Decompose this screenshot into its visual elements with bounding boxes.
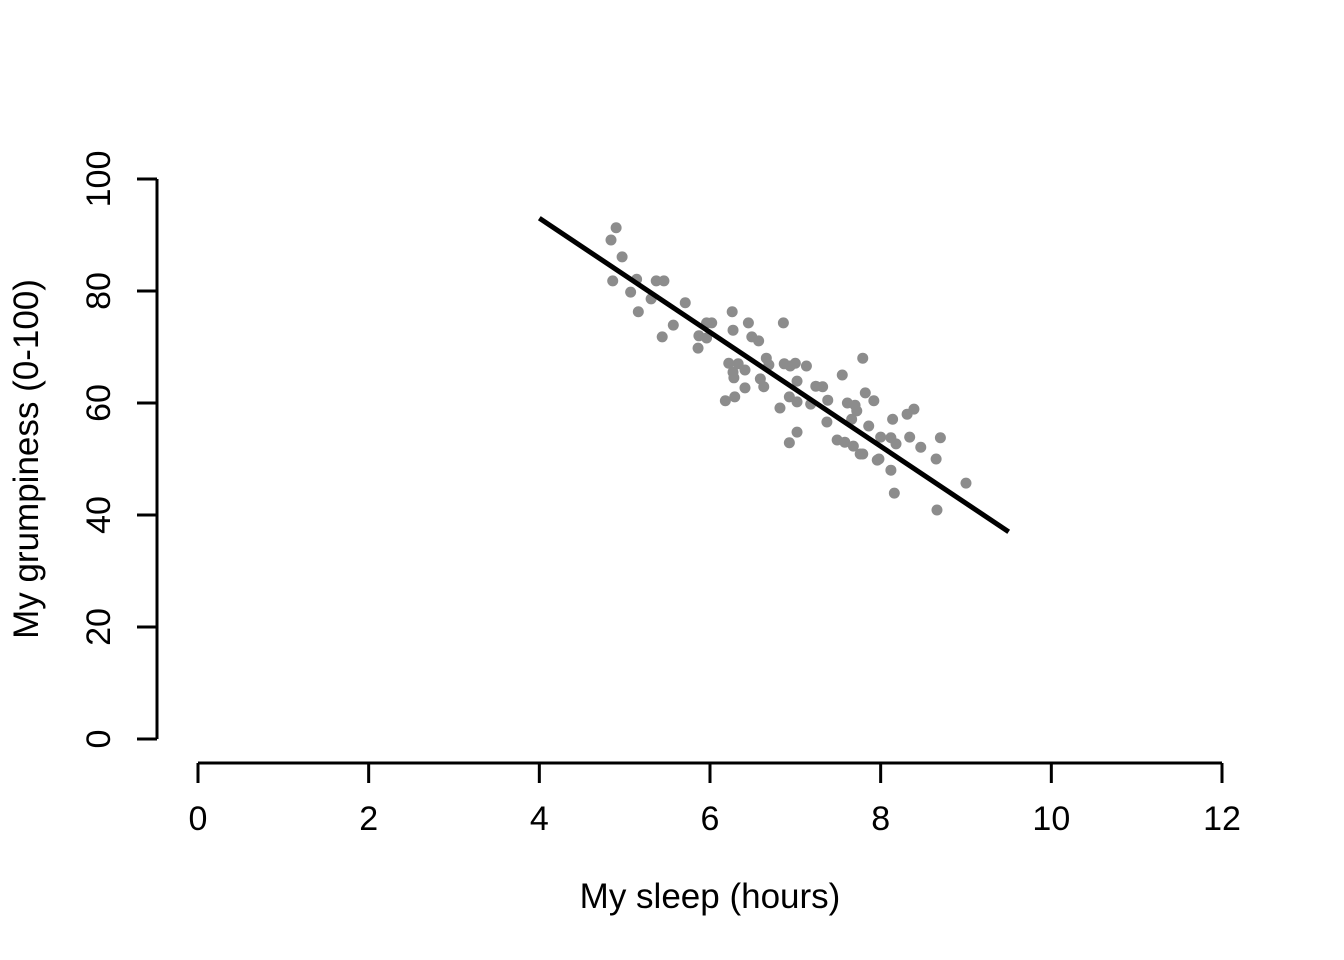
data-point bbox=[888, 487, 900, 499]
data-point bbox=[863, 420, 875, 432]
data-point bbox=[791, 375, 803, 387]
x-tick-label: 4 bbox=[530, 800, 549, 838]
data-point bbox=[875, 431, 887, 443]
y-tick-label: 40 bbox=[80, 496, 118, 534]
y-axis: 0 20 40 60 80 100 bbox=[80, 151, 159, 749]
data-point bbox=[692, 342, 704, 354]
data-point bbox=[857, 352, 869, 364]
regression-line bbox=[537, 216, 1011, 534]
x-tick-label: 12 bbox=[1203, 800, 1241, 838]
data-point bbox=[800, 360, 812, 372]
x-axis-title: My sleep (hours) bbox=[580, 877, 841, 916]
data-point bbox=[846, 413, 858, 425]
data-point bbox=[656, 331, 668, 343]
data-point bbox=[960, 477, 972, 489]
data-point bbox=[789, 357, 801, 369]
x-axis: 0 2 4 6 8 10 12 bbox=[189, 761, 1241, 838]
y-tick-label: 80 bbox=[80, 272, 118, 310]
data-point bbox=[607, 275, 619, 287]
data-point bbox=[851, 405, 863, 417]
data-point bbox=[610, 222, 622, 234]
data-point bbox=[728, 372, 740, 384]
data-point bbox=[839, 436, 851, 448]
data-point bbox=[817, 381, 829, 393]
data-point bbox=[739, 382, 751, 394]
data-point bbox=[679, 297, 691, 309]
data-point bbox=[729, 391, 741, 403]
data-point bbox=[934, 432, 946, 444]
data-point bbox=[758, 381, 770, 393]
data-point bbox=[777, 317, 789, 329]
data-point bbox=[859, 387, 871, 399]
data-point bbox=[632, 306, 644, 318]
y-axis-title: My grumpiness (0-100) bbox=[7, 279, 46, 639]
data-point bbox=[931, 504, 943, 516]
data-point bbox=[791, 396, 803, 408]
y-tick-label: 20 bbox=[80, 608, 118, 646]
y-tick-label: 100 bbox=[80, 151, 118, 208]
x-tick-label: 2 bbox=[359, 800, 378, 838]
data-point bbox=[885, 464, 897, 476]
data-point bbox=[742, 317, 754, 329]
x-tick-label: 10 bbox=[1032, 800, 1070, 838]
data-point bbox=[873, 453, 885, 465]
data-point bbox=[915, 441, 927, 453]
x-tick-label: 0 bbox=[189, 800, 208, 838]
data-point bbox=[650, 275, 662, 287]
data-point bbox=[625, 286, 637, 298]
data-point bbox=[727, 324, 739, 336]
data-point bbox=[667, 319, 679, 331]
data-point bbox=[890, 438, 902, 450]
x-tick-label: 6 bbox=[701, 800, 720, 838]
data-point bbox=[719, 395, 731, 407]
data-point bbox=[822, 394, 834, 406]
data-point bbox=[791, 426, 803, 438]
data-point bbox=[726, 306, 738, 318]
data-point bbox=[854, 448, 866, 460]
y-tick-label: 60 bbox=[80, 384, 118, 422]
data-point bbox=[904, 431, 916, 443]
data-point bbox=[847, 440, 859, 452]
data-point bbox=[605, 234, 617, 246]
data-point bbox=[836, 369, 848, 381]
data-point bbox=[723, 357, 735, 369]
data-point bbox=[706, 317, 718, 329]
data-point bbox=[930, 453, 942, 465]
y-tick-label: 0 bbox=[80, 730, 118, 749]
x-tick-label: 8 bbox=[871, 800, 890, 838]
data-point bbox=[774, 402, 786, 414]
data-point bbox=[908, 403, 920, 415]
data-point bbox=[739, 364, 751, 376]
data-point bbox=[821, 416, 833, 428]
data-point bbox=[868, 395, 880, 407]
data-point bbox=[658, 275, 670, 287]
data-point bbox=[753, 335, 765, 347]
data-point bbox=[783, 437, 795, 449]
data-point bbox=[701, 332, 713, 344]
data-point bbox=[887, 413, 899, 425]
data-point bbox=[616, 251, 628, 263]
